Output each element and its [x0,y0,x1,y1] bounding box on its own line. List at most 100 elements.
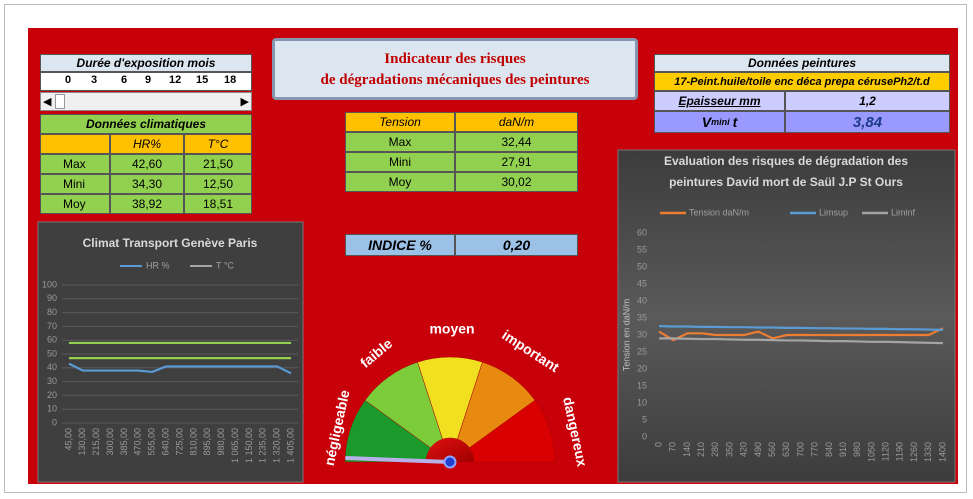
scroll-thumb[interactable] [55,94,65,109]
title-line: de dégradations mécaniques des peintures [320,72,590,88]
title-box: Indicateur des risques de dégradations m… [272,38,638,100]
exposure-tick: 12 [169,74,182,86]
legend-label: Limsup [819,207,848,217]
climate-cell: 18,51 [184,194,252,214]
exposure-tick: 15 [196,74,209,86]
x-tick-label: 1 065,00 [230,428,240,463]
series-line [659,325,943,331]
exposure-tick: 0 [65,74,72,86]
y-tick-label: 30 [47,376,57,386]
x-tick-label: 630 [781,442,791,457]
y-tick-label: 45 [637,278,647,288]
y-tick-label: 55 [637,244,647,254]
x-tick-label: 140 [682,442,692,457]
y-tick-label: 40 [637,295,647,305]
y-tick-label: 10 [637,397,647,407]
y-axis-label: Tension en daN/m [621,299,631,372]
exposure-tick: 6 [121,74,128,86]
x-tick-label: 70 [668,442,678,452]
title-line: Indicateur des risques [384,51,526,67]
series-line [659,337,943,345]
y-tick-label: 30 [637,329,647,339]
x-tick-label: 1120 [881,442,891,461]
paint-title: Données peintures [654,54,950,72]
x-tick-label: 895,00 [202,428,212,456]
climate-cell: 34,30 [110,174,184,194]
gauge-label: dangereux [560,395,590,468]
indice-label: INDICE % [345,234,455,256]
x-tick-label: 910 [838,442,848,457]
x-tick-label: 640,00 [160,428,170,456]
x-tick-label: 350 [724,442,734,457]
legend-label: Tension daN/m [689,207,749,217]
climate-row-label: Moy [40,194,110,214]
x-tick-label: 700 [795,442,805,457]
x-tick-label: 1 150,00 [244,428,254,463]
gauge-label: important [499,327,562,376]
x-tick-label: 470,00 [133,428,143,456]
x-tick-label: 980,00 [216,428,226,456]
climate-header: T°C [184,134,252,154]
tension-row-label: Moy [345,172,455,192]
scroll-left-arrow[interactable]: ◀ [43,96,52,108]
x-tick-label: 1330 [923,442,933,462]
x-tick-label: 1050 [866,442,876,462]
x-tick-label: 560 [767,442,777,457]
climate-cell: 21,50 [184,154,252,174]
legend-label: HR % [146,260,170,270]
y-tick-label: 25 [637,346,647,356]
chart-title: Evaluation des risques de dégradation de… [664,154,908,168]
climate-row-label: Mini [40,174,110,194]
tension-row-label: Max [345,132,455,152]
y-tick-label: 0 [52,417,57,427]
climate-cell: 42,60 [110,154,184,174]
v-suffix: t [732,114,738,130]
exposure-scale [40,72,252,91]
x-tick-label: 725,00 [174,428,184,456]
frame [4,4,967,493]
indice-value: 0,20 [455,234,578,256]
v-value: 3,84 [785,111,950,133]
exposure-tick: 9 [145,74,152,86]
exposure-title: Durée d'exposition mois [40,54,252,72]
x-tick-label: 980 [852,442,862,457]
scrollbar[interactable]: ◀ ▶ [40,92,252,111]
y-tick-label: 50 [47,348,57,358]
x-tick-label: 280 [710,442,720,457]
x-tick-label: 385,00 [119,428,129,456]
climate-row-label: Max [40,154,110,174]
paint-name: 17-Peint.huile/toile enc déca prepa céru… [654,72,950,91]
climate-cell: 38,92 [110,194,184,214]
x-tick-label: 810,00 [188,428,198,456]
x-tick-label: 45,00 [63,428,73,451]
y-tick-label: 40 [47,362,57,372]
y-tick-label: 0 [642,431,647,441]
tension-chart-bg [617,149,956,483]
scroll-right-arrow[interactable]: ▶ [240,96,249,108]
x-tick-label: 555,00 [147,428,157,456]
exposure-tick: 18 [224,74,237,86]
x-tick-label: 210 [696,442,706,457]
y-tick-label: 50 [637,261,647,271]
x-tick-label: 840 [824,442,834,457]
y-tick-label: 70 [47,321,57,331]
y-tick-label: 60 [637,227,647,237]
thickness-label: Epaisseur mm [654,91,785,111]
tension-header: Tension [345,112,455,132]
y-tick-label: 20 [637,363,647,373]
tension-cell: 32,44 [455,132,578,152]
climate-header: HR% [110,134,184,154]
v-symbol: V [701,114,712,130]
x-tick-label: 1400 [937,442,947,462]
x-tick-label: 420 [739,442,749,457]
y-tick-label: 5 [642,414,647,424]
x-tick-label: 215,00 [91,428,101,456]
x-tick-label: 0 [653,442,663,447]
x-tick-label: 1 405,00 [285,428,295,463]
thickness-value: 1,2 [785,91,950,111]
x-tick-label: 1190 [895,442,905,461]
